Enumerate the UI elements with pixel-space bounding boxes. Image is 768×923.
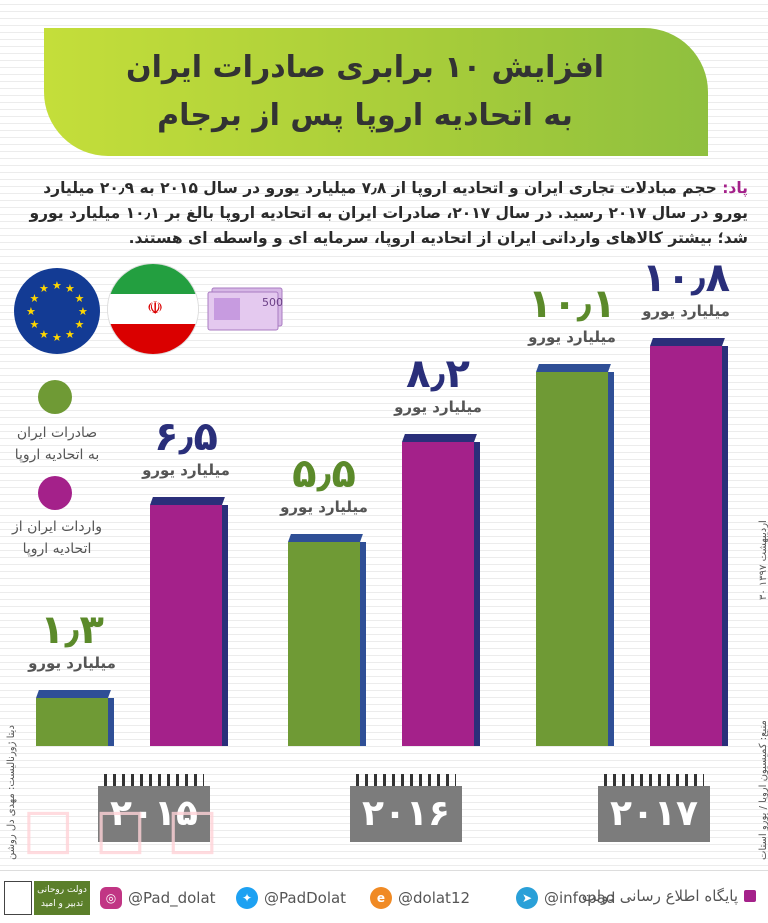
bar-face bbox=[288, 542, 366, 746]
brand-sub: تدبیر و امید bbox=[40, 899, 84, 909]
bar-face bbox=[536, 371, 614, 746]
bar-top bbox=[288, 534, 363, 543]
eu-flag-icon: ★ ★ ★ ★ ★ ★ ★ ★ ★ ★ ★ ★ bbox=[14, 268, 100, 354]
eu-star: ★ bbox=[39, 327, 49, 341]
title-line-1: افزایش ۱۰ برابری صادرات ایران bbox=[125, 50, 605, 85]
unit-label: میلیارد یورو bbox=[28, 653, 116, 672]
telegram-icon: ➤ bbox=[516, 887, 538, 909]
page-title: افزایش ۱۰ برابری صادرات ایران به اتحادیه… bbox=[70, 44, 660, 140]
watermark-logo: ☐ ☐ ☐ bbox=[22, 800, 219, 868]
bar-top bbox=[36, 689, 111, 698]
twitter-icon: ✦ bbox=[236, 887, 258, 909]
eu-star: ★ bbox=[26, 305, 36, 318]
export-bar-2015 bbox=[36, 689, 114, 746]
legend-imports-label: واردات ایران از اتحادیه اروپا bbox=[12, 519, 102, 557]
instagram-handle: @Pad_dolat bbox=[128, 889, 216, 907]
value-label: ۱۰٫۸ bbox=[641, 255, 731, 301]
bar-face bbox=[650, 346, 728, 746]
footer-eitaa[interactable]: e @dolat12 bbox=[370, 887, 470, 909]
brand-name: دولت روحانی bbox=[37, 885, 87, 895]
unit-label: میلیارد یورو bbox=[142, 461, 230, 480]
footer-site[interactable]: پایگاه اطلاع رسانی دولت bbox=[582, 887, 756, 905]
bar-top bbox=[536, 363, 611, 372]
value-label: ۶٫۵ bbox=[154, 414, 218, 461]
twitter-handle: @PadDolat bbox=[264, 889, 347, 907]
eu-star: ★ bbox=[29, 318, 40, 331]
unit-label: میلیارد یورو bbox=[394, 398, 482, 417]
eu-star: ★ bbox=[78, 305, 88, 318]
value-label: ۱۰٫۱ bbox=[527, 280, 617, 327]
value-label: ۵٫۵ bbox=[292, 451, 356, 498]
export-bar-2017 bbox=[536, 363, 614, 746]
year-label: ۲۰۱۷ bbox=[598, 774, 710, 842]
eu-star: ★ bbox=[74, 318, 85, 331]
lead-paragraph: پاد: حجم مبادلات تجاری ایران و اتحادیه ا… bbox=[24, 176, 748, 251]
bar-face bbox=[36, 697, 114, 746]
footer-telegram[interactable]: ➤ @infopad bbox=[516, 887, 615, 909]
eitaa-icon: e bbox=[370, 887, 392, 909]
svg-text:500: 500 bbox=[262, 296, 283, 309]
date-note: ۳۰ اردیبهشت ۱۳۹۷ bbox=[758, 520, 768, 600]
unit-label: میلیارد یورو bbox=[642, 302, 730, 320]
telegram-handle: @infopad bbox=[544, 889, 616, 907]
euro-banknote-icon: 500 bbox=[207, 287, 283, 331]
import-bar-2016 bbox=[402, 434, 480, 746]
credit-note: دیتا ژورنالیست: مهدی دل روشن bbox=[6, 725, 17, 860]
bar-top bbox=[650, 338, 725, 346]
iran-flag-icon: ☫ bbox=[108, 264, 198, 354]
eu-star: ★ bbox=[74, 292, 85, 305]
unit-label: میلیارد یورو bbox=[280, 498, 368, 517]
footer-instagram[interactable]: ◎ @Pad_dolat bbox=[100, 887, 216, 909]
footer-twitter[interactable]: ✦ @PadDolat bbox=[236, 887, 346, 909]
eitaa-handle: @dolat12 bbox=[398, 889, 471, 907]
site-square-icon bbox=[744, 890, 756, 902]
eu-star: ★ bbox=[39, 282, 49, 296]
legend-exports-label: صادرات ایران به اتحادیه اروپا bbox=[14, 425, 100, 463]
eu-star: ★ bbox=[52, 279, 62, 292]
bar-top bbox=[402, 434, 477, 443]
import-bar-2017 bbox=[650, 338, 728, 746]
lead-key: پاد: bbox=[722, 179, 748, 197]
year-label: ۲۰۱۶ bbox=[350, 774, 462, 842]
import-bar-2015 bbox=[150, 497, 228, 746]
lead-text: حجم مبادلات تجاری ایران و اتحادیه اروپا … bbox=[29, 179, 748, 247]
eu-star: ★ bbox=[52, 331, 62, 344]
bar-face bbox=[150, 505, 228, 746]
legend-exports-swatch bbox=[38, 380, 72, 414]
eu-star: ★ bbox=[29, 292, 40, 305]
pad-logo bbox=[4, 881, 32, 915]
eu-star: ★ bbox=[65, 327, 75, 341]
instagram-icon: ◎ bbox=[100, 887, 122, 909]
eu-star: ★ bbox=[65, 282, 75, 296]
brand-badge: دولت روحانی تدبیر و امید bbox=[34, 881, 90, 915]
year-label: ۲۰۱۵ bbox=[98, 774, 210, 842]
source-note: منبع: کمیسیون اروپا / یورو استات bbox=[758, 720, 768, 860]
value-label: ۸٫۲ bbox=[406, 351, 470, 398]
footer-site-label: پایگاه اطلاع رسانی دولت bbox=[581, 887, 738, 905]
legend-imports-swatch bbox=[38, 476, 72, 510]
export-bar-2016 bbox=[288, 534, 366, 746]
bar-top bbox=[150, 497, 225, 506]
unit-label: میلیارد یورو bbox=[528, 327, 616, 346]
value-label: ۱٫۳ bbox=[40, 606, 104, 653]
footer: پایگاه اطلاع رسانی دولت ➤ @infopad e @do… bbox=[0, 870, 768, 923]
title-banner bbox=[44, 28, 708, 156]
title-line-2: به اتحادیه اروپا پس از برجام bbox=[157, 98, 573, 133]
bar-face bbox=[402, 442, 480, 746]
